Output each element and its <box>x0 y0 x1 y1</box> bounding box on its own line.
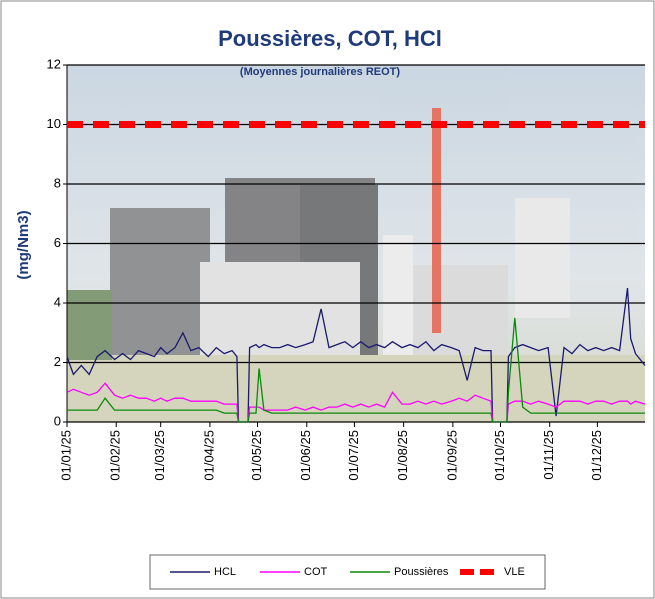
y-axis-label: (mg/Nm3) <box>15 210 32 279</box>
y-tick-label: 10 <box>47 116 61 131</box>
x-tick-label: 01/04/25 <box>201 430 216 481</box>
y-tick-label: 2 <box>54 354 61 369</box>
x-tick-label: 01/05/25 <box>249 430 264 481</box>
y-tick-label: 8 <box>54 175 61 190</box>
legend-label: VLE <box>504 566 525 578</box>
legend <box>149 554 546 590</box>
line-series <box>67 317 645 423</box>
x-tick-label: 01/12/25 <box>589 430 604 481</box>
y-tick-label: 4 <box>54 294 61 309</box>
x-tick-label: 01/01/25 <box>58 430 73 481</box>
y-tick-label: 6 <box>54 235 61 250</box>
legend-label: Poussières <box>394 566 449 578</box>
chart-subtitle: (Moyennes journalières REOT) <box>240 66 400 78</box>
line-series <box>66 288 646 423</box>
x-tick-label: 01/03/25 <box>152 430 167 481</box>
x-tick-label: 01/07/25 <box>346 430 361 481</box>
x-tick-label: 01/06/25 <box>298 430 313 481</box>
y-tick-label: 12 <box>47 56 61 71</box>
x-tick-label: 01/10/25 <box>492 430 507 481</box>
x-tick-label: 01/09/25 <box>444 430 459 481</box>
y-tick-label: 0 <box>54 413 61 428</box>
legend-label: COT <box>304 566 328 578</box>
x-tick-label: 01/11/25 <box>541 430 556 480</box>
line-series <box>66 382 646 423</box>
legend-label: HCL <box>214 566 236 578</box>
x-tick-label: 01/08/25 <box>395 430 410 481</box>
chart-title: Poussières, COT, HCl <box>218 26 442 51</box>
x-tick-label: 01/02/25 <box>108 430 123 481</box>
